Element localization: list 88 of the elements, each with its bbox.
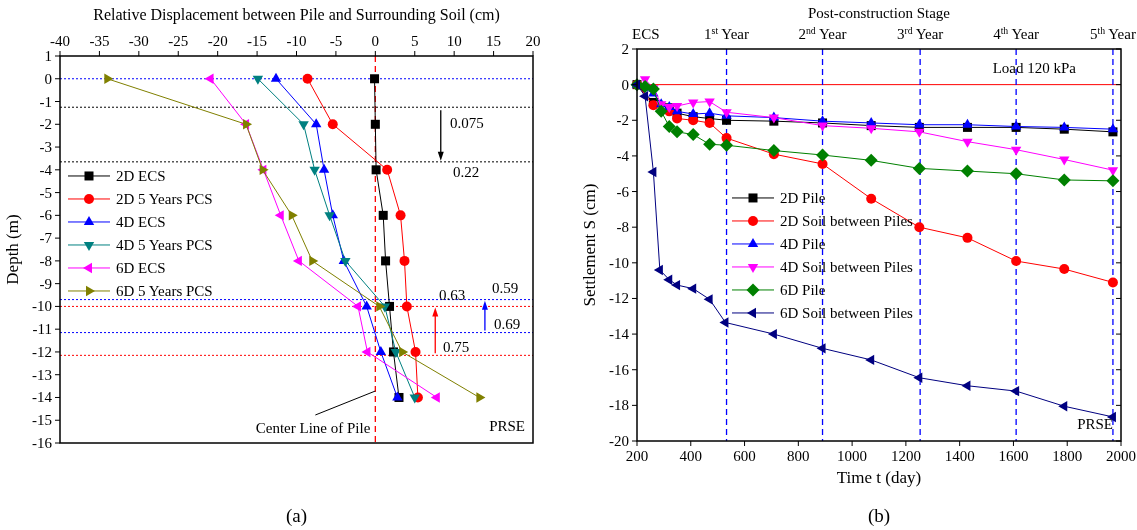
y-tick-label: -12 bbox=[32, 343, 52, 360]
ref-line-label: 5$^{th}$ Year bbox=[1089, 24, 1136, 42]
legend-label: 4D 5 Years PCS bbox=[116, 236, 213, 253]
y-tick-label: -10 bbox=[609, 254, 629, 271]
x-tick-label: 2000 bbox=[1106, 448, 1136, 464]
y-tick-label: -8 bbox=[39, 252, 52, 269]
annotation: 0.22 bbox=[453, 164, 480, 180]
ref-line-label: Center Line of Pile bbox=[255, 420, 371, 436]
x-tick-label: 0 bbox=[371, 33, 380, 49]
y-tick-label: -12 bbox=[609, 290, 629, 307]
ref-line-label: 4$^{th}$ Year bbox=[993, 24, 1040, 42]
annotation: 0.63 bbox=[439, 287, 466, 303]
ref-line-label: 3$^{rd}$ Year bbox=[896, 24, 944, 42]
y-tick-label: -20 bbox=[609, 433, 629, 449]
x-tick-label: -40 bbox=[50, 33, 70, 49]
x-tick-label: 400 bbox=[679, 448, 703, 464]
legend-label: 6D Soil between Piles bbox=[780, 304, 914, 321]
y-axis-title: Depth (m) bbox=[3, 214, 22, 285]
legend-label: 4D Soil between Piles bbox=[780, 258, 914, 275]
x-tick-label: -10 bbox=[286, 33, 307, 49]
x-tick-label: -35 bbox=[89, 33, 110, 49]
y-tick-label: -5 bbox=[39, 184, 52, 201]
x-tick-label: 1400 bbox=[944, 448, 975, 464]
y-tick-label: -6 bbox=[616, 183, 630, 200]
annotation: 0.075 bbox=[450, 115, 484, 131]
annotation: PRSE bbox=[489, 418, 525, 434]
x-tick-label: 10 bbox=[446, 33, 462, 49]
y-tick-label: -1 bbox=[39, 93, 52, 110]
text: (a) bbox=[285, 505, 308, 527]
legend-label: 2D Soil between Piles bbox=[780, 212, 914, 229]
y-tick-label: -3 bbox=[39, 139, 52, 156]
x-tick-label: 200 bbox=[625, 448, 649, 464]
y-tick-label: 1 bbox=[44, 48, 52, 64]
y-tick-label: -18 bbox=[609, 397, 629, 414]
y-tick-label: -13 bbox=[32, 366, 52, 383]
y-tick-label: -14 bbox=[609, 326, 630, 343]
ref-line-label: Load 120 kPa bbox=[992, 59, 1077, 76]
text: ECS bbox=[632, 26, 660, 42]
legend-label: 6D ECS bbox=[116, 259, 166, 276]
legend-label: 2D Pile bbox=[780, 189, 826, 206]
ref-line-label: 1$^{st}$ Year bbox=[704, 24, 749, 42]
annotation: 0.75 bbox=[443, 339, 470, 355]
x-tick-label: 20 bbox=[525, 33, 541, 49]
x-tick-label: -30 bbox=[128, 33, 149, 49]
annotation: 0.69 bbox=[494, 316, 521, 332]
y-tick-label: -7 bbox=[39, 230, 53, 247]
text: (b) bbox=[867, 505, 891, 527]
x-tick-label: 800 bbox=[787, 448, 810, 464]
x-tick-label: 1000 bbox=[837, 448, 868, 464]
y-tick-label: -14 bbox=[32, 389, 53, 406]
legend-label: 2D 5 Years PCS bbox=[116, 190, 213, 207]
y-tick-label: 0 bbox=[44, 70, 52, 87]
x-tick-label: -5 bbox=[329, 33, 343, 49]
x-tick-label: 5 bbox=[411, 33, 419, 49]
legend-label: 4D ECS bbox=[116, 213, 166, 230]
y-tick-label: -9 bbox=[39, 275, 52, 292]
y-tick-label: -8 bbox=[616, 219, 629, 236]
ref-line-label: 2$^{nd}$ Year bbox=[798, 24, 847, 42]
legend-label: 6D Pile bbox=[780, 281, 826, 298]
y-tick-label: -10 bbox=[32, 298, 52, 315]
y-tick-label: -6 bbox=[39, 207, 53, 224]
x2-axis-title: Post-construction Stage bbox=[807, 5, 951, 21]
x-axis-title: Time t (day) bbox=[836, 468, 922, 487]
y-tick-label: -11 bbox=[32, 321, 52, 338]
y-tick-label: 0 bbox=[621, 76, 629, 93]
y-tick-label: -4 bbox=[39, 161, 53, 178]
y-tick-label: -2 bbox=[616, 112, 629, 129]
y-tick-label: -15 bbox=[32, 412, 52, 429]
x-tick-label: -15 bbox=[247, 33, 268, 49]
x-tick-label: 1200 bbox=[890, 448, 921, 464]
annotation: 0.59 bbox=[492, 280, 519, 296]
y-tick-label: -16 bbox=[32, 435, 53, 451]
legend-label: 4D Pile bbox=[780, 235, 826, 252]
y-tick-label: -2 bbox=[39, 116, 52, 133]
y-tick-label: 2 bbox=[621, 41, 629, 57]
y-axis-title: Settlement S (cm) bbox=[580, 183, 599, 307]
y-tick-label: -16 bbox=[609, 361, 630, 378]
x-tick-label: 1800 bbox=[1052, 448, 1083, 464]
x-tick-label: 1600 bbox=[998, 448, 1029, 464]
x-tick-label: -20 bbox=[207, 33, 228, 49]
x-axis-title: Relative Displacement between Pile and Surrounding Soil (cm) bbox=[93, 6, 500, 24]
x-tick-label: 600 bbox=[733, 448, 756, 464]
x-tick-label: 15 bbox=[486, 33, 502, 49]
annotation: PRSE bbox=[1077, 416, 1113, 432]
x-tick-label: -25 bbox=[168, 33, 189, 49]
legend-label: 2D ECS bbox=[116, 167, 166, 184]
legend-label: 6D 5 Years PCS bbox=[116, 282, 213, 299]
y-tick-label: -4 bbox=[616, 147, 630, 164]
